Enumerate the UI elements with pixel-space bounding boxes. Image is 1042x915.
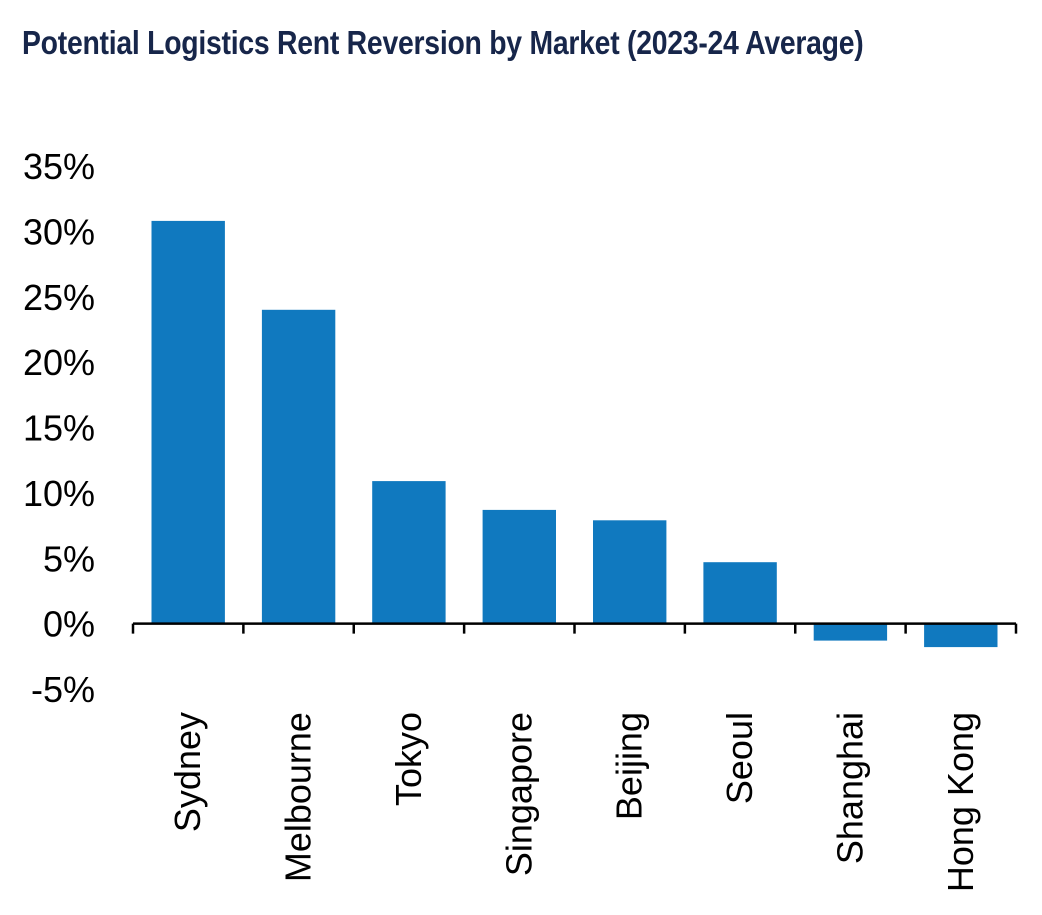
y-tick-label: 10%: [23, 473, 95, 514]
bar-tokyo: [372, 481, 446, 624]
x-tick-label: Hong Kong: [940, 712, 981, 892]
y-tick-label: 0%: [43, 604, 95, 645]
bar-sydney: [151, 220, 225, 624]
bars: [151, 220, 998, 648]
y-axis-labels: 35% 30% 25% 20% 15% 10% 5% 0% -5%: [23, 146, 95, 710]
bar-hong-kong: [924, 623, 998, 648]
y-tick-label: -5%: [31, 669, 95, 710]
x-axis: [131, 622, 1018, 634]
y-tick-label: 20%: [23, 342, 95, 383]
x-tick-label: Melbourne: [278, 712, 319, 882]
bar-melbourne: [261, 309, 336, 624]
chart-title: Potential Logistics Rent Reversion by Ma…: [22, 24, 864, 61]
bar-seoul: [703, 562, 777, 624]
y-tick-label: 35%: [23, 146, 95, 187]
bar-shanghai: [813, 623, 888, 641]
x-tick-label: Shanghai: [829, 712, 870, 864]
x-tick-label: Sydney: [167, 712, 208, 832]
y-tick-label: 25%: [23, 277, 95, 318]
x-tick-label: Tokyo: [388, 712, 429, 806]
bar-singapore: [482, 509, 556, 624]
x-tick-label: Beijing: [609, 712, 650, 820]
x-axis-labels: Sydney Melbourne Tokyo Singapore Beijing Seou…: [167, 712, 981, 892]
bar-beijing: [593, 520, 667, 624]
y-tick-label: 15%: [23, 408, 95, 449]
x-tick-label: Seoul: [719, 712, 760, 804]
y-tick-label: 5%: [43, 538, 95, 579]
x-tick-label: Singapore: [498, 712, 539, 876]
y-tick-label: 30%: [23, 211, 95, 252]
